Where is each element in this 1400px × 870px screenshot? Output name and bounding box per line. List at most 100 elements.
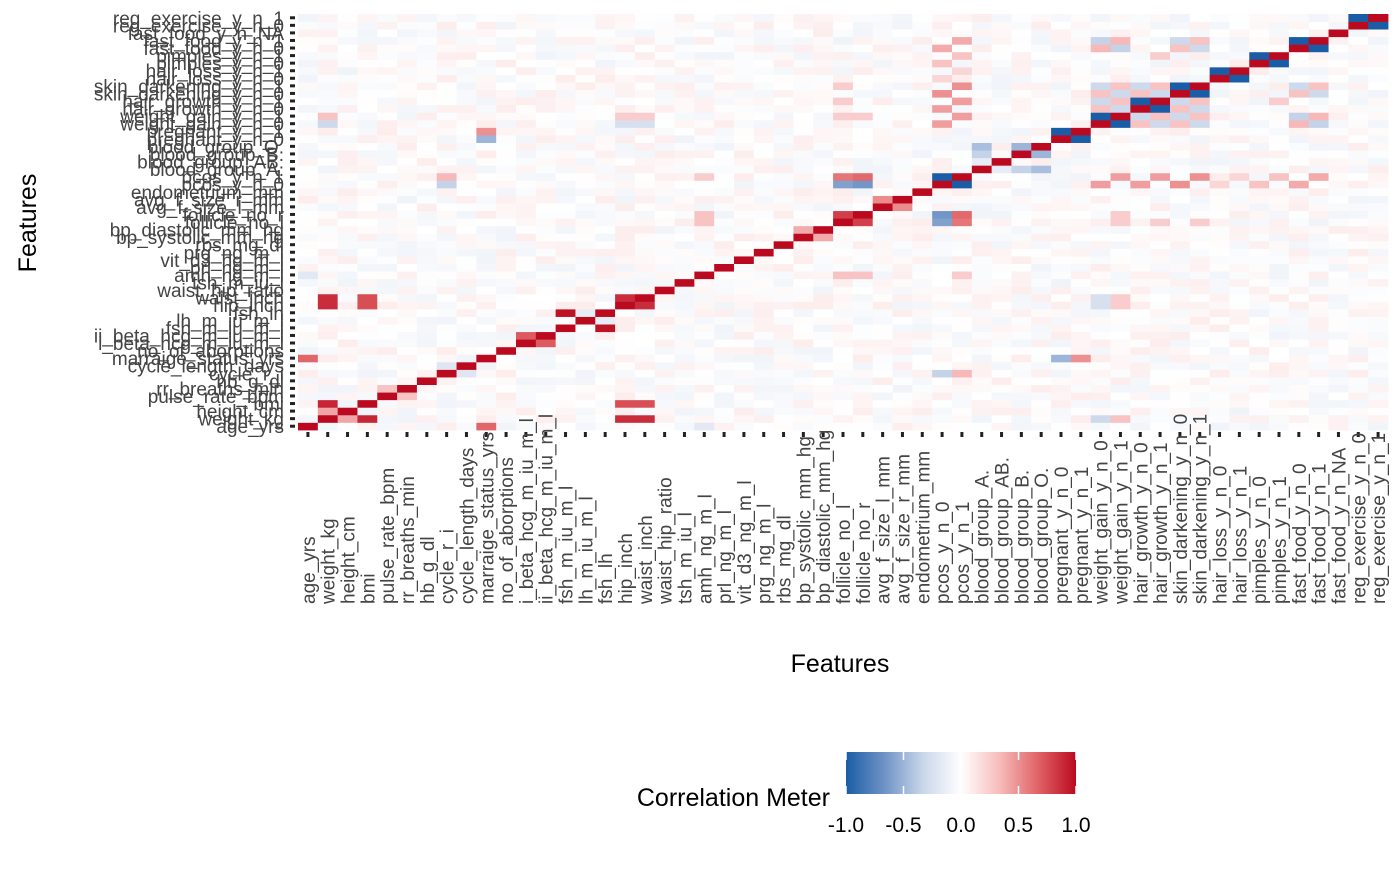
- heatmap-cell-prl-ng-m-l-blood-group-o: [714, 142, 735, 151]
- heatmap-cell-rr-breaths-min-follicle-no-r: [397, 210, 418, 219]
- heatmap-cell-waist-hip-ratio-bp-diastolic-mm-hg: [654, 225, 675, 234]
- heatmap-cell-blood-group-a-pregnant-y-n-0: [971, 135, 993, 143]
- heatmap-cell-reg-exercise-y-n-0-ii-beta-hcg-m-iu-m-l: [1348, 331, 1369, 340]
- heatmap-cell-hip-inch-blood-group-b: [615, 150, 636, 159]
- heatmap-cell-bp-diastolic-mm-hg-prg-ng-m-l: [813, 248, 834, 257]
- heatmap-cell-height-cm-weight-gain-y-n-1: [337, 112, 358, 121]
- heatmap-cell-avg-f-size-r-mm-skin-darkening-y-n-0: [892, 89, 913, 98]
- heatmap-cell-weight-kg-rr-breaths-min: [317, 384, 339, 393]
- heatmap-cell-pcos-y-n-0-fsh-m-iu-m-l: [932, 324, 953, 333]
- heatmap-cell-ii-beta-hcg-m-iu-m-l-hair-loss-y-n-1: [535, 66, 557, 75]
- heatmap-cell-pimples-y-n-0-vit-d3-ng-m-l: [1249, 256, 1270, 264]
- heatmap-cell-prg-ng-m-l-fsh-lh: [753, 308, 775, 317]
- heatmap-cell-reg-exercise-y-n-1-weight-gain-y-n-1: [1368, 112, 1389, 121]
- heatmap-cell-ii-beta-hcg-m-iu-m-l-skin-darkening-y-n-0: [535, 89, 557, 98]
- heatmap-cell-waist-hip-ratio-weight-gain-y-n-0: [654, 119, 675, 128]
- heatmap-cell-skin-darkening-y-n-0-pcos-y-n-1: [1170, 172, 1191, 181]
- heatmap-cell-marraige-status-yrs-pregnant-y-n-0: [476, 135, 497, 143]
- heatmap-cell-pimples-y-n-1-rbs-mg-dl: [1269, 240, 1290, 249]
- heatmap-cell-hair-growth-y-n-1-follicle-no-l: [1150, 218, 1171, 227]
- x-tick-label-pimples-y-n-0: pimples_y_n_0: [1250, 476, 1271, 604]
- heatmap-cell-reg-exercise-y-n-0-bp-diastolic-mm-hg: [1348, 225, 1369, 234]
- heatmap-cell-fsh-m-iu-m-l-follicle-no-l: [555, 218, 576, 227]
- heatmap-cell-height-cm-pcos-y-n-1: [337, 172, 358, 181]
- heatmap-cell-follicle-no-r-pimples-y-n-1: [852, 51, 874, 60]
- heatmap-cell-blood-group-a-i-beta-hcg-m-iu-m-l: [971, 339, 993, 348]
- heatmap-cell-hip-inch-blood-group-o: [615, 142, 636, 151]
- heatmap-cell-prg-ng-m-l-rbs-mg-dl: [753, 240, 775, 249]
- heatmap-cell-hair-growth-y-n-0-vit-d3-ng-m-l: [1130, 256, 1151, 264]
- heatmap-cell-blood-group-a-pulse-rate-bpm: [971, 392, 993, 401]
- heatmap-cell-i-beta-hcg-m-iu-m-l-weight-gain-y-n-0: [516, 119, 537, 128]
- heatmap-cell-avg-f-size-l-mm-fsh-m-iu-m-l: [872, 324, 893, 333]
- x-tick-fsh-m-iu-m-l: [564, 432, 568, 437]
- heatmap-cell-weight-gain-y-n-0-lh-m-iu-m-l: [1090, 316, 1111, 325]
- heatmap-cell-weight-gain-y-n-1-amh-ng-m-l: [1110, 271, 1131, 280]
- heatmap-cell-hair-loss-y-n-1-no-of-aborptions: [1229, 346, 1250, 355]
- heatmap-cell-amh-ng-m-l-height-cm: [694, 407, 715, 416]
- heatmap-cell-pregnant-y-n-0-ii-beta-hcg-m-iu-m-l: [1051, 331, 1072, 340]
- heatmap-cell-pulse-rate-bpm-avg-f-size-l-mm: [377, 203, 398, 212]
- heatmap-cell-i-beta-hcg-m-iu-m-l-hair-loss-y-n-1: [516, 66, 537, 75]
- heatmap-cell-rr-breaths-min-weight-gain-y-n-0: [397, 119, 418, 128]
- heatmap-cell-hair-loss-y-n-1-pulse-rate-bpm: [1229, 392, 1250, 401]
- heatmap-cell-i-beta-hcg-m-iu-m-l-height-cm: [516, 407, 537, 416]
- heatmap-cell-avg-f-size-r-mm-reg-exercise-y-n-0: [892, 21, 913, 30]
- heatmap-cell-ii-beta-hcg-m-iu-m-l-lh-m-iu-m-l: [535, 316, 557, 325]
- x-tick-weight-gain-y-n-0: [1099, 432, 1103, 437]
- heatmap-cell-pimples-y-n-1-fast-food-y-n-na: [1269, 29, 1290, 38]
- heatmap-cell-lh-m-iu-m-l-bp-diastolic-mm-hg: [575, 225, 596, 234]
- y-tick-label-pcos-y-n-0: pcos_y_n_0: [182, 175, 284, 196]
- heatmap-cell-vit-d3-ng-m-l-ii-beta-hcg-m-iu-m-l: [734, 331, 755, 340]
- heatmap-cell-endometrium-mm-hair-loss-y-n-1: [912, 66, 933, 75]
- heatmap-cell-waist-hip-ratio-i-beta-hcg-m-iu-m-l: [654, 339, 675, 348]
- y-tick-label-pulse-rate-bpm: pulse_rate_bpm: [148, 387, 284, 408]
- heatmap-cell-fsh-lh-weight-gain-y-n-0: [595, 119, 616, 128]
- heatmap-cell-pcos-y-n-1-blood-group-a: [952, 165, 973, 174]
- x-tick-follicle-no-l: [841, 432, 845, 437]
- heatmap-cell-amh-ng-m-l-fsh-m-iu-m-l: [694, 324, 715, 333]
- heatmap-cell-follicle-no-l-ii-beta-hcg-m-iu-m-l: [833, 331, 854, 340]
- heatmap-cell-pimples-y-n-0-skin-darkening-y-n-0: [1249, 89, 1270, 98]
- heatmap-cell-pregnant-y-n-1-rr-breaths-min: [1070, 384, 1092, 393]
- heatmap-cell-no-of-aborptions-pulse-rate-bpm: [496, 392, 517, 401]
- heatmap-cell-weight-kg-rbs-mg-dl: [317, 240, 339, 249]
- heatmap-cell-weight-gain-y-n-0-pregnant-y-n-0: [1090, 135, 1111, 143]
- x-tick-pimples-y-n-0: [1257, 432, 1261, 437]
- heatmap-cell-blood-group-a-skin-darkening-y-n-1: [971, 82, 993, 91]
- heatmap-cell-ii-beta-hcg-m-iu-m-l-weight-gain-y-n-1: [535, 112, 557, 121]
- heatmap-cell-blood-group-o-ii-beta-hcg-m-iu-m-l: [1031, 331, 1052, 340]
- heatmap-cell-amh-ng-m-l-pimples-y-n-1: [694, 51, 715, 60]
- heatmap-cell-endometrium-mm-pimples-y-n-1: [912, 51, 933, 60]
- y-tick-label-vit-d3-ng-m-l: vit_d3_ng_m_l: [160, 251, 284, 272]
- heatmap-cell-hip-inch-pcos-y-n-0: [615, 180, 636, 189]
- heatmap-cell-hair-growth-y-n-0-hb-g-dl: [1130, 377, 1151, 386]
- heatmap-cell-hair-loss-y-n-1-rr-breaths-min: [1229, 384, 1250, 393]
- heatmap-cell-fast-food-y-n-1-blood-group-o: [1308, 142, 1329, 151]
- y-tick-label-follicle-no-l: follicle_no_l: [185, 213, 284, 234]
- heatmap-cell-blood-group-b-bmi: [1011, 399, 1032, 408]
- heatmap-cell-hair-loss-y-n-0-blood-group-o: [1209, 142, 1230, 151]
- heatmap-cell-blood-group-ab-hair-growth-y-n-1: [991, 97, 1012, 106]
- heatmap-cell-bp-systolic-mm-hg-amh-ng-m-l: [793, 271, 814, 280]
- heatmap-cell-hip-inch-endometrium-mm: [615, 187, 636, 196]
- heatmap-cell-rr-breaths-min-pcos-y-n-0: [397, 180, 418, 189]
- heatmap-cell-reg-exercise-y-n-0-bp-systolic-mm-hg: [1348, 233, 1369, 242]
- heatmap-cell-pulse-rate-bpm-avg-f-size-r-mm: [377, 195, 398, 204]
- heatmap-cell-fast-food-y-n-na-blood-group-a: [1328, 165, 1349, 174]
- heatmap-cell-hair-loss-y-n-1-blood-group-ab: [1229, 157, 1250, 166]
- heatmap-cell-blood-group-a-cycle-r-i: [971, 369, 993, 378]
- heatmap-cell-fast-food-y-n-1-avg-f-size-r-mm: [1308, 195, 1329, 204]
- heatmap-cell-fsh-lh-follicle-no-r: [595, 210, 616, 219]
- heatmap-cell-follicle-no-l-follicle-no-l: [833, 218, 854, 227]
- heatmap-cell-skin-darkening-y-n-1-age-yrs: [1189, 422, 1211, 431]
- heatmap-cell-amh-ng-m-l-skin-darkening-y-n-1: [694, 82, 715, 91]
- heatmap-cell-follicle-no-l-blood-group-a: [833, 165, 854, 174]
- x-tick-label-vit-d3-ng-m-l: vit_d3_ng_m_l: [735, 480, 756, 604]
- heatmap-cell-cycle-length-days-ii-beta-hcg-m-iu-m-l: [456, 331, 477, 340]
- heatmap-cell-i-beta-hcg-m-iu-m-l-age-yrs: [516, 422, 537, 431]
- heatmap-cell-bp-systolic-mm-hg-avg-f-size-r-mm: [793, 195, 814, 204]
- heatmap-cell-pimples-y-n-0-hb-g-dl: [1249, 377, 1270, 386]
- heatmap-cell-skin-darkening-y-n-0-prg-ng-m-l: [1170, 248, 1191, 257]
- heatmap-cell-hb-g-dl-hair-loss-y-n-0: [416, 74, 438, 83]
